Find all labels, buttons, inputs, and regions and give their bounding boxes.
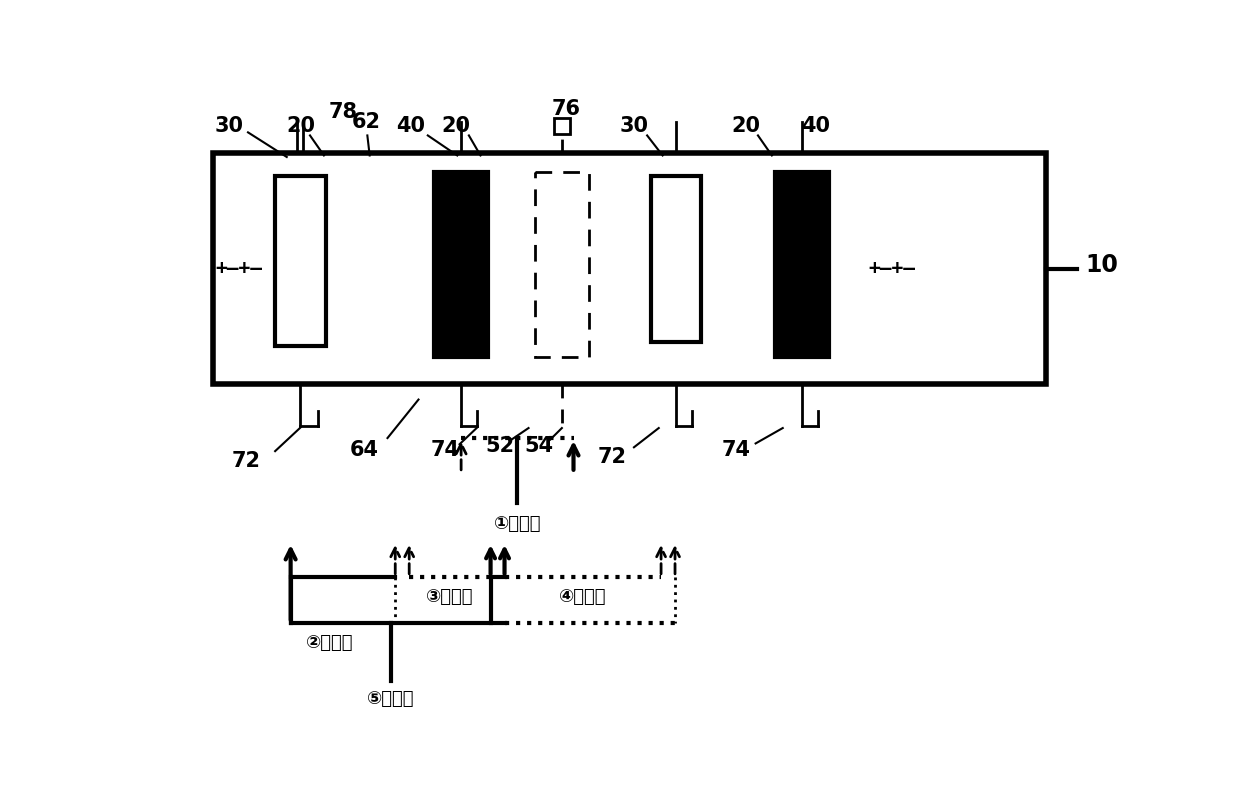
Bar bbox=[775, 173, 830, 357]
Text: ②主通道: ②主通道 bbox=[306, 634, 353, 653]
Bar bbox=[434, 173, 489, 357]
Text: ③主通道: ③主通道 bbox=[425, 588, 474, 607]
Text: 54: 54 bbox=[525, 436, 553, 456]
Bar bbox=[275, 176, 325, 346]
Bar bbox=[213, 153, 1047, 384]
Text: 64: 64 bbox=[350, 440, 378, 460]
Text: ①主通道: ①主通道 bbox=[494, 515, 541, 533]
Text: ⑤主通道: ⑤主通道 bbox=[367, 690, 414, 708]
Text: ④主通道: ④主通道 bbox=[559, 588, 606, 607]
Text: 52: 52 bbox=[485, 436, 515, 456]
Text: +–+–: +–+– bbox=[868, 259, 915, 278]
Text: 20: 20 bbox=[732, 116, 760, 136]
Text: +–+–: +–+– bbox=[216, 259, 263, 278]
Bar bbox=[554, 118, 569, 134]
Text: 40: 40 bbox=[801, 116, 830, 136]
Bar bbox=[534, 173, 589, 357]
Text: 30: 30 bbox=[215, 116, 243, 136]
Text: 62: 62 bbox=[351, 112, 381, 132]
Bar bbox=[651, 176, 702, 342]
Text: 74: 74 bbox=[722, 440, 750, 460]
Text: 72: 72 bbox=[598, 448, 626, 467]
Text: 72: 72 bbox=[232, 451, 260, 471]
Text: 20: 20 bbox=[286, 116, 315, 136]
Text: 40: 40 bbox=[397, 116, 425, 136]
Text: 76: 76 bbox=[552, 99, 580, 119]
Text: 10: 10 bbox=[1085, 253, 1118, 277]
Text: 20: 20 bbox=[441, 116, 470, 136]
Text: 74: 74 bbox=[432, 440, 460, 460]
Text: 78: 78 bbox=[329, 103, 358, 122]
Text: 30: 30 bbox=[620, 116, 649, 136]
